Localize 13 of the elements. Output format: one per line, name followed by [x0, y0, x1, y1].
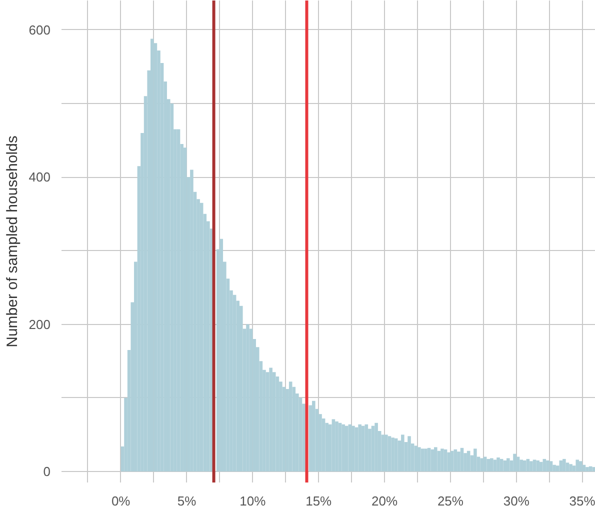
x-tick-label: 30%: [503, 494, 530, 508]
y-axis-title: Number of sampled households: [4, 136, 21, 348]
y-tick-label: 0: [43, 464, 51, 479]
x-tick-label: 5%: [177, 494, 197, 508]
x-tick-label: 0%: [111, 494, 131, 508]
x-tick-label: 15%: [306, 494, 332, 508]
x-tick-label: 25%: [437, 494, 464, 508]
y-tick-label: 600: [28, 22, 51, 38]
x-tick-label: 10%: [240, 494, 266, 508]
x-tick-label: 20%: [372, 494, 398, 508]
y-tick-label: 200: [28, 316, 51, 332]
x-tick-label: 35%: [569, 494, 595, 508]
y-tick-label: 400: [28, 170, 51, 185]
